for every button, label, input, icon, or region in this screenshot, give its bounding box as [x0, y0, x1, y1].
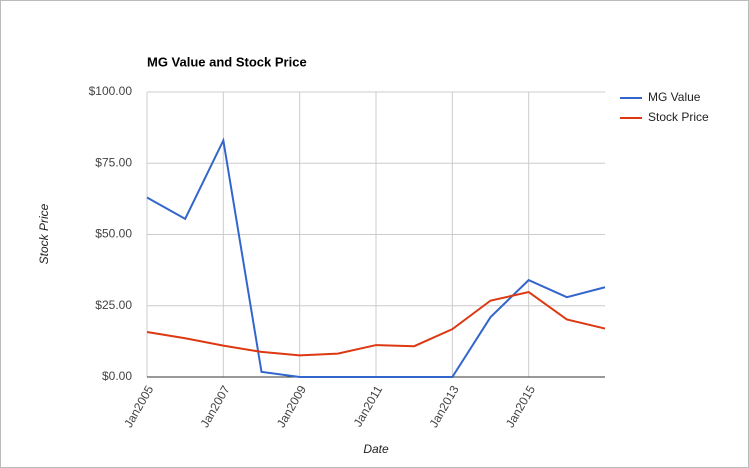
- y-tick-label: $75.00: [95, 155, 132, 169]
- y-tick-label: $50.00: [95, 227, 132, 241]
- line: [146, 290, 606, 357]
- y-tick-label: $0.00: [102, 369, 132, 383]
- y-axis-title: Stock Price: [37, 203, 51, 264]
- legend-label: MG Value: [648, 90, 701, 104]
- y-tick-label: $100.00: [89, 84, 133, 98]
- legend-label: Stock Price: [648, 110, 709, 124]
- chart-title: MG Value and Stock Price: [147, 54, 307, 69]
- line: [146, 137, 606, 378]
- y-tick-label: $25.00: [95, 298, 132, 312]
- x-axis-title: Date: [363, 442, 389, 456]
